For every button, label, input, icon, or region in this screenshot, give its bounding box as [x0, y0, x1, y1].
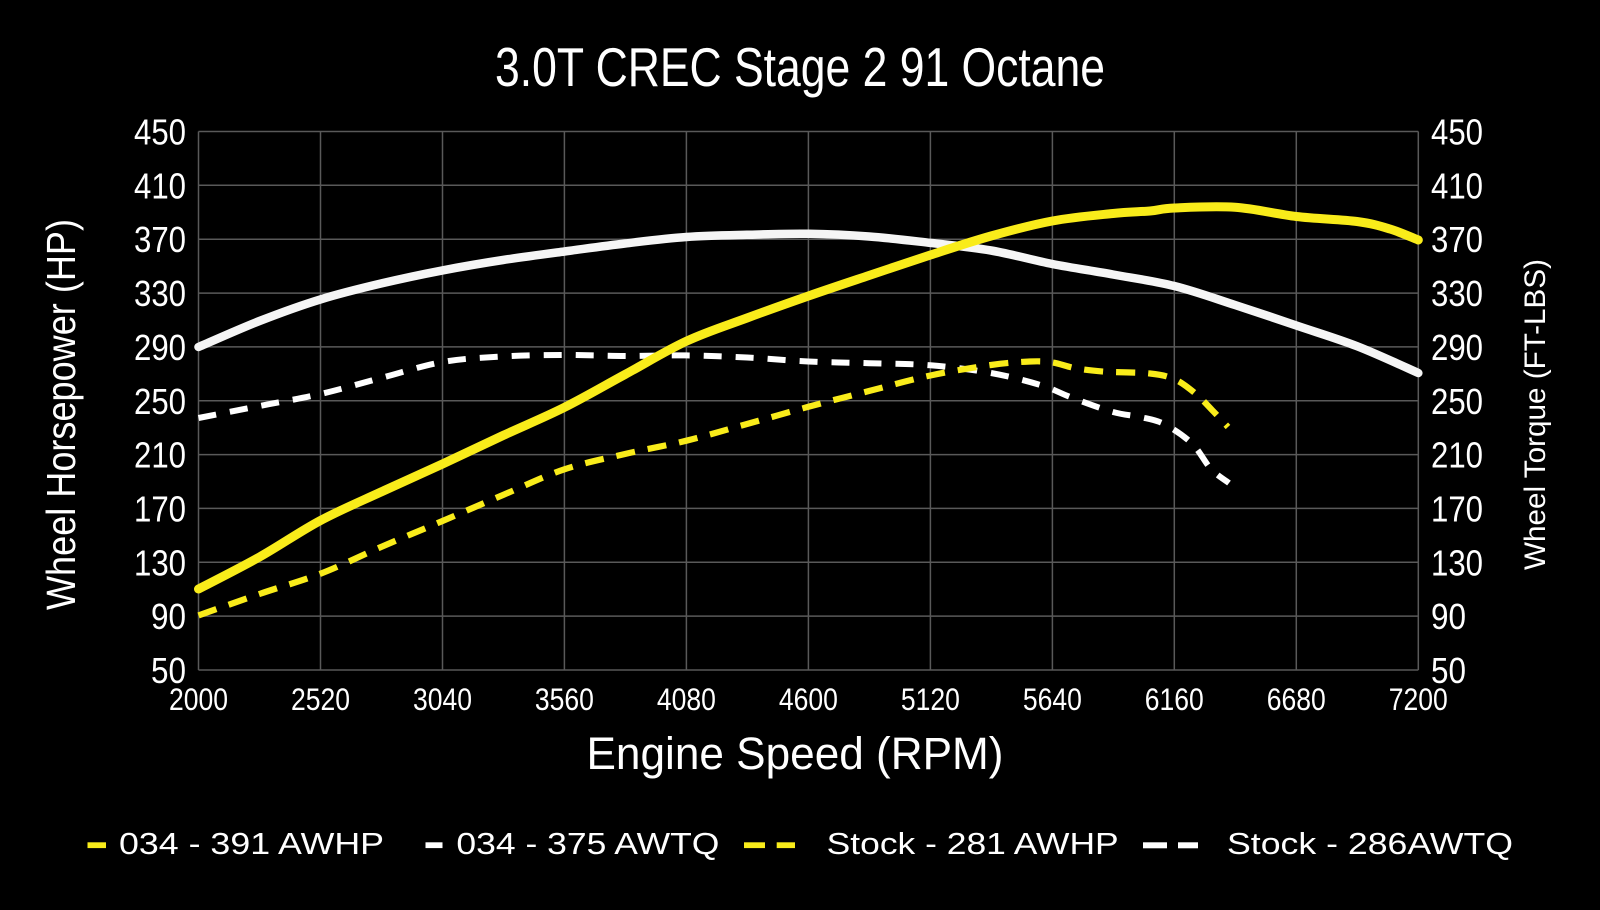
svg-text:170: 170: [1431, 489, 1483, 530]
svg-text:50: 50: [1431, 650, 1466, 691]
svg-text:7200: 7200: [1389, 681, 1448, 717]
svg-text:250: 250: [1431, 381, 1483, 422]
svg-text:5120: 5120: [901, 681, 960, 717]
svg-text:410: 410: [1431, 165, 1483, 206]
svg-text:6680: 6680: [1267, 681, 1326, 717]
svg-text:170: 170: [134, 489, 186, 530]
svg-text:5640: 5640: [1023, 681, 1082, 717]
svg-text:330: 330: [1431, 273, 1483, 314]
svg-text:450: 450: [134, 112, 186, 153]
svg-text:034 - 375 AWTQ: 034 - 375 AWTQ: [456, 827, 719, 861]
svg-text:210: 210: [134, 435, 186, 476]
svg-text:130: 130: [134, 542, 186, 583]
svg-text:3040: 3040: [413, 681, 472, 717]
svg-text:6160: 6160: [1145, 681, 1204, 717]
svg-text:450: 450: [1431, 112, 1483, 153]
svg-text:Stock - 281 AWHP: Stock - 281 AWHP: [827, 827, 1119, 861]
svg-text:130: 130: [1431, 542, 1483, 583]
svg-text:250: 250: [134, 381, 186, 422]
svg-text:210: 210: [1431, 435, 1483, 476]
svg-text:90: 90: [1431, 596, 1466, 637]
svg-text:90: 90: [151, 596, 186, 637]
svg-text:370: 370: [1431, 219, 1483, 260]
svg-text:Wheel Torque (FT-LBS): Wheel Torque (FT-LBS): [1519, 259, 1552, 570]
svg-text:2000: 2000: [169, 681, 228, 717]
svg-text:370: 370: [134, 219, 186, 260]
svg-text:50: 50: [151, 650, 186, 691]
svg-text:3560: 3560: [535, 681, 594, 717]
svg-text:290: 290: [134, 327, 186, 368]
svg-text:410: 410: [134, 165, 186, 206]
svg-text:4600: 4600: [779, 681, 838, 717]
svg-text:Wheel Horsepower (HP): Wheel Horsepower (HP): [38, 219, 84, 610]
svg-text:Stock - 286AWTQ: Stock - 286AWTQ: [1227, 827, 1513, 861]
svg-text:4080: 4080: [657, 681, 716, 717]
svg-text:Engine Speed (RPM): Engine Speed (RPM): [587, 728, 1004, 779]
svg-text:3.0T CREC Stage 2 91 Octane: 3.0T CREC Stage 2 91 Octane: [495, 36, 1105, 98]
svg-text:034 - 391 AWHP: 034 - 391 AWHP: [119, 827, 384, 861]
svg-text:330: 330: [134, 273, 186, 314]
svg-text:290: 290: [1431, 327, 1483, 368]
svg-text:2520: 2520: [291, 681, 350, 717]
